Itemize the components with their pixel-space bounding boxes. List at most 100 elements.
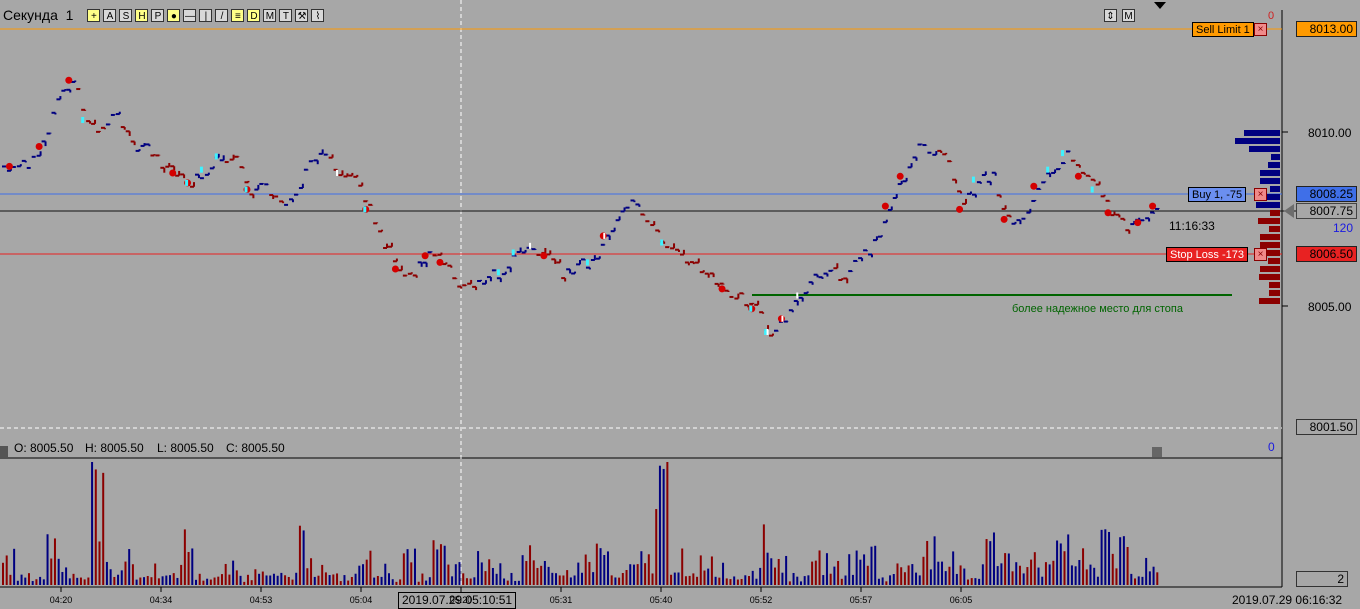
volume-bar xyxy=(569,577,572,585)
trendline-tool-button[interactable]: / xyxy=(215,8,229,22)
volume-bar xyxy=(473,577,476,585)
y-tick-label: 8010.00 xyxy=(1308,126,1352,140)
volume-bar xyxy=(172,573,175,585)
clock-label: 11:16:33 xyxy=(1169,219,1215,233)
bid-marker xyxy=(214,153,218,160)
resize-vertical-button[interactable]: ⇕ xyxy=(1104,9,1117,22)
auto-scale-button[interactable]: A xyxy=(103,8,117,22)
volume-bar xyxy=(465,578,468,585)
volume-bar xyxy=(547,566,550,585)
bid-marker xyxy=(1090,186,1094,193)
volume-bar xyxy=(254,569,257,585)
volume-bar xyxy=(629,564,632,585)
sell-limit-label[interactable]: Sell Limit 1 xyxy=(1192,22,1254,37)
profile-bar xyxy=(1256,202,1280,208)
volume-bar xyxy=(165,575,168,585)
profile-bar xyxy=(1262,194,1280,200)
volume-bar xyxy=(195,579,197,585)
volume-bar xyxy=(61,571,64,585)
volume-bar xyxy=(109,569,112,585)
volume-bar xyxy=(677,572,680,585)
volume-bar xyxy=(692,573,695,585)
volume-bar xyxy=(540,565,543,585)
pane-handle-right[interactable] xyxy=(1152,447,1162,457)
volume-bar xyxy=(202,580,205,585)
stop-loss-close-icon[interactable]: × xyxy=(1254,248,1267,261)
volume-bar xyxy=(874,545,877,585)
trade-marker xyxy=(1000,215,1008,223)
volume-bar xyxy=(514,580,517,585)
volume-bar xyxy=(246,574,249,585)
chart-toolbar: Секунда 1 + A S H P ● — | / ≡ D M T ⚒ ⌇ xyxy=(0,4,327,26)
volume-bar xyxy=(91,462,94,585)
volume-bar xyxy=(454,564,457,585)
volume-bar xyxy=(176,577,179,585)
sell-limit-close-icon[interactable]: × xyxy=(1254,23,1267,36)
t-button[interactable]: T xyxy=(279,8,293,22)
volume-bar xyxy=(989,541,992,585)
volume-bar xyxy=(180,564,183,585)
s-button[interactable]: S xyxy=(119,8,133,22)
volume-bar xyxy=(220,574,223,585)
buy-label[interactable]: Buy 1, -75 xyxy=(1188,187,1247,202)
m-button[interactable]: M xyxy=(263,8,277,22)
volume-bar xyxy=(632,564,635,585)
bid-marker xyxy=(749,305,753,312)
buy-close-icon[interactable]: × xyxy=(1254,188,1267,201)
volume-bar xyxy=(388,573,390,585)
volume-bar xyxy=(829,573,832,585)
volume-bar xyxy=(380,576,383,585)
tools-icon[interactable]: ⚒ xyxy=(295,8,309,22)
volume-bar xyxy=(811,561,814,585)
hline-tool-button[interactable]: — xyxy=(183,8,197,22)
volume-bar xyxy=(588,561,591,585)
mid-zero-label: 0 xyxy=(1268,440,1275,454)
volume-bar xyxy=(57,558,60,585)
h-button[interactable]: H xyxy=(135,8,149,22)
time-ticks xyxy=(60,587,962,592)
trade-marker xyxy=(391,265,399,273)
volume-bar xyxy=(261,571,264,585)
dot-tool-button[interactable]: ● xyxy=(167,8,181,22)
maximize-button[interactable]: M xyxy=(1122,9,1135,22)
d-button[interactable]: D xyxy=(247,8,261,22)
vline-tool-button[interactable]: | xyxy=(199,8,213,22)
volume-bar xyxy=(978,578,981,585)
volume-bar xyxy=(506,580,509,585)
volume-bar xyxy=(536,567,539,585)
volume-bar xyxy=(755,578,758,585)
volume-bar xyxy=(310,558,313,585)
volume-bar xyxy=(736,579,739,585)
text-tool-button[interactable]: ≡ xyxy=(231,8,245,22)
volume-bar xyxy=(1145,557,1148,585)
volume-bar xyxy=(606,551,609,585)
more-icon[interactable]: ⌇ xyxy=(311,8,325,22)
volume-bar xyxy=(911,564,914,585)
volume-bar xyxy=(1004,553,1007,585)
volume-bar xyxy=(503,578,506,585)
bid-marker xyxy=(764,328,768,335)
volume-bar xyxy=(929,569,932,585)
ohlc-high: H: 8005.50 xyxy=(85,441,144,455)
dropdown-arrow-icon[interactable] xyxy=(1154,2,1166,9)
pane-handle-left[interactable] xyxy=(0,446,8,457)
volume-bar xyxy=(610,575,613,585)
volume-bar xyxy=(302,530,305,585)
volume-bar xyxy=(532,560,535,585)
volume-bar xyxy=(362,564,365,585)
p-button[interactable]: P xyxy=(151,8,165,22)
volume-bar xyxy=(20,574,23,585)
volume-bar xyxy=(198,573,201,585)
time-label: 05:20 xyxy=(449,595,473,605)
volume-bar xyxy=(870,546,873,585)
stop-loss-label[interactable]: Stop Loss -173 xyxy=(1166,247,1248,262)
bid-marker xyxy=(1061,150,1065,157)
volume-bar xyxy=(1115,568,1118,585)
volume-bar xyxy=(1030,559,1033,585)
last-price-pointer-icon xyxy=(1284,204,1294,218)
zoom-plus-button[interactable]: + xyxy=(87,8,101,22)
volume-bar xyxy=(1130,573,1133,585)
time-label: 04:20 xyxy=(49,595,73,605)
